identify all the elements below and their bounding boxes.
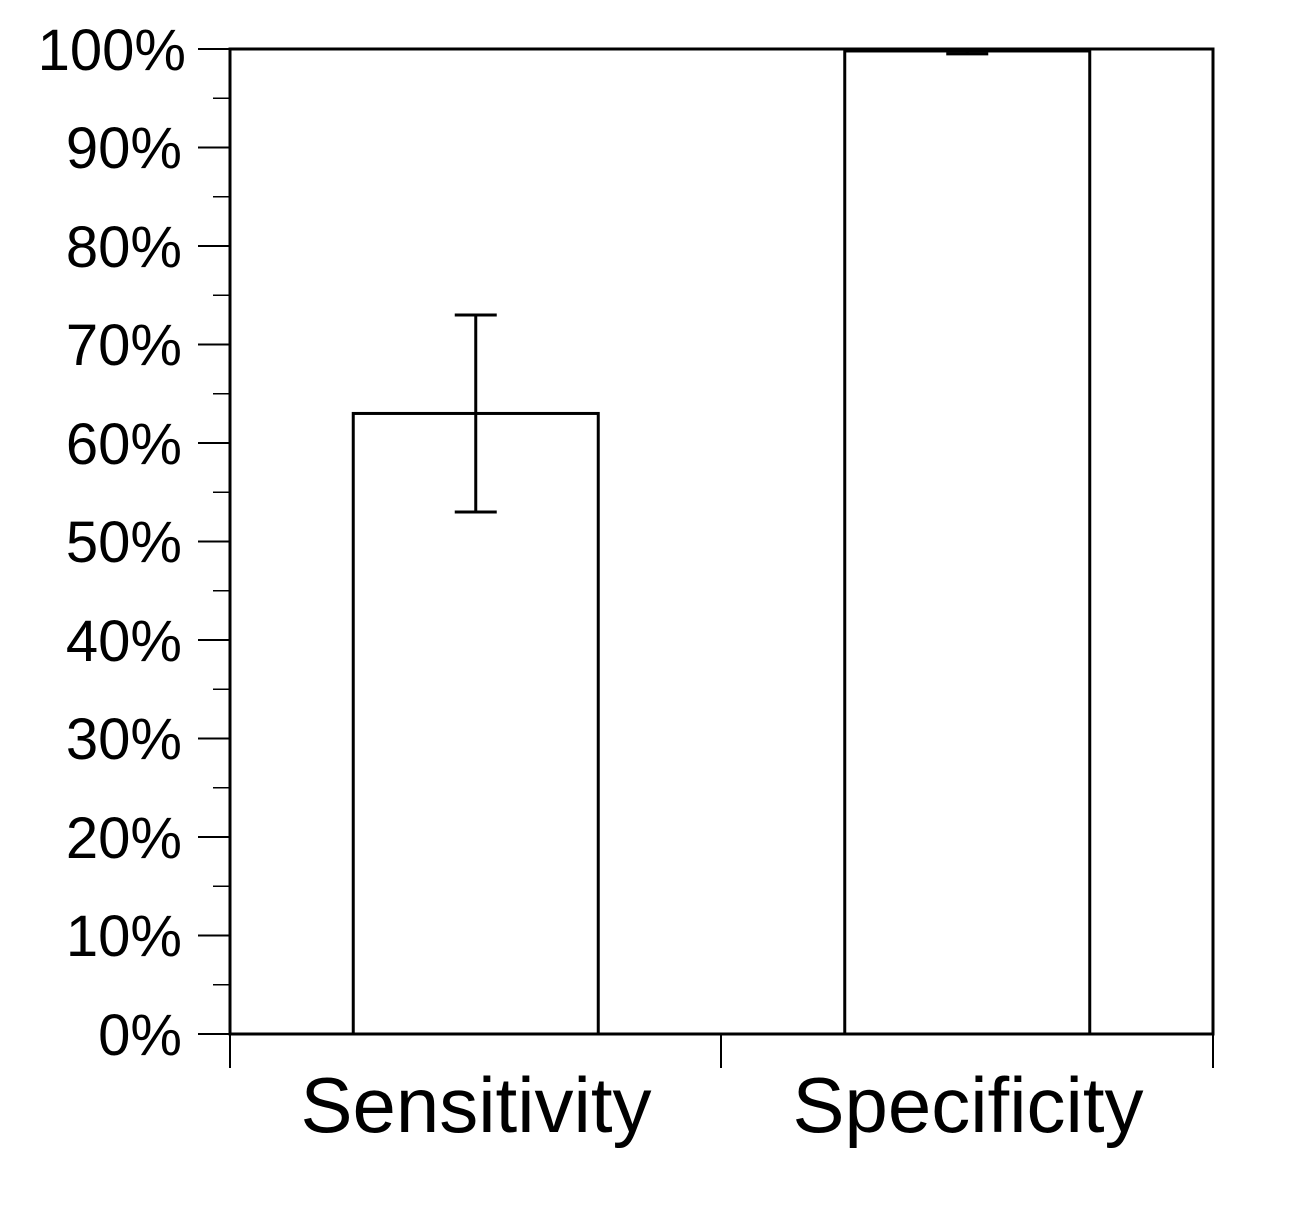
bar-sensitivity xyxy=(351,411,600,1036)
bars xyxy=(351,49,1092,1036)
error-bar-sensitivity xyxy=(454,313,497,514)
x-axis-labels: Sensitivity Specificity xyxy=(300,1061,1143,1149)
y-axis-labels: 0% 10% 20% 30% 40% 50% 60% 70% 80% 90% 1… xyxy=(38,18,186,1068)
y-tick-label-70: 70% xyxy=(66,313,182,378)
y-tick-label-80: 80% xyxy=(66,215,182,280)
y-tick-label-10: 10% xyxy=(66,904,182,969)
y-tick-label-0: 0% xyxy=(98,1003,182,1068)
x-axis-ticks xyxy=(229,1034,1214,1068)
y-axis-ticks xyxy=(198,48,230,1035)
y-tick-label-50: 50% xyxy=(66,510,182,575)
y-tick-label-30: 30% xyxy=(66,707,182,772)
y-tick-label-40: 40% xyxy=(66,609,182,674)
x-label-specificity: Specificity xyxy=(792,1061,1143,1149)
y-tick-label-60: 60% xyxy=(66,412,182,477)
y-tick-label-100: 100% xyxy=(38,18,186,83)
y-tick-label-90: 90% xyxy=(66,116,182,181)
y-tick-label-20: 20% xyxy=(66,806,182,871)
x-label-sensitivity: Sensitivity xyxy=(300,1061,651,1149)
bar-specificity xyxy=(843,49,1092,1036)
